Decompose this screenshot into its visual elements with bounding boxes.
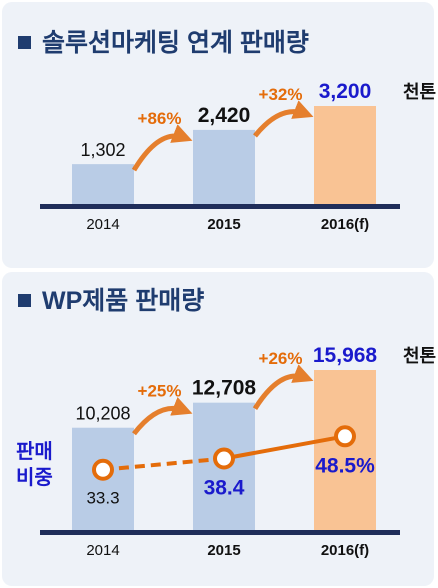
bar-1-2014: [72, 164, 134, 204]
x-tick-1-0: 2014: [86, 216, 119, 233]
unit-label-1: 천톤: [403, 82, 436, 102]
growth-label-2-0: +25%: [138, 382, 182, 401]
growth-label-1-1: +32%: [259, 85, 303, 104]
x-tick-2-1: 2015: [207, 542, 240, 559]
share-point-0: [92, 458, 114, 481]
chart-1-marks: 2014 2015 2016(f) 1,302 2,420 3,200 천톤 +86% +32%: [40, 80, 436, 233]
bar-1-2015: [193, 129, 255, 204]
growth-arrow-2-1: [252, 364, 314, 410]
value-label-2-0: 10,208: [75, 404, 130, 424]
value-label-1-2: 3,200: [319, 80, 372, 103]
value-label-2-2: 15,968: [313, 344, 378, 367]
share-series-name-1: 비중: [16, 466, 53, 489]
baseline-2: [40, 530, 400, 535]
growth-arrow-1-1: [253, 100, 314, 138]
x-tick-1-1: 2015: [207, 216, 240, 233]
chart-2-marks: 2014 2015 2016(f) 10,208 12,708 15,968 천톤 +25% +…: [16, 344, 436, 559]
value-label-2-1: 12,708: [192, 377, 257, 400]
share-value-2: 48.5%: [315, 454, 375, 477]
baseline-1: [40, 204, 400, 209]
value-label-1-1: 2,420: [198, 104, 251, 127]
share-point-2: [334, 425, 356, 448]
growth-arrow-2-0: [132, 396, 193, 436]
value-label-1-0: 1,302: [80, 140, 125, 160]
share-series-name-0: 판매: [16, 440, 53, 463]
bar-2-2016f: [314, 370, 376, 530]
x-tick-1-2: 2016(f): [321, 216, 369, 233]
bar-1-2016f: [314, 106, 376, 204]
share-line-segment-1: [223, 434, 346, 461]
unit-label-2: 천톤: [403, 346, 436, 366]
title-marker-2: [18, 294, 31, 307]
growth-arrow-1-0: [131, 124, 193, 172]
chart-title-2: WP제품 판매량: [42, 287, 204, 315]
title-marker-1: [18, 36, 31, 49]
x-tick-2-0: 2014: [86, 542, 119, 559]
share-value-0: 33.3: [86, 489, 119, 508]
x-tick-2-2: 2016(f): [321, 542, 369, 559]
share-line-segment-0: [102, 456, 225, 472]
share-point-1: [213, 447, 235, 470]
growth-label-2-1: +26%: [259, 349, 303, 368]
chart-title-1: 솔루션마케팅 연계 판매량: [42, 29, 309, 57]
share-value-1: 38.4: [204, 477, 245, 500]
growth-label-1-0: +86%: [138, 109, 182, 128]
